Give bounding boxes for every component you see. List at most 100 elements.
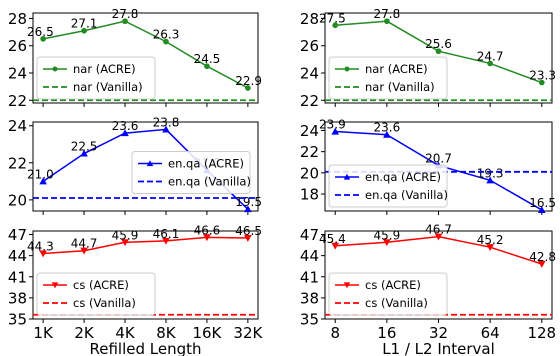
y-tick-label: 26 [300,37,319,55]
data-point [537,206,546,213]
y-tick-label: 41 [300,268,319,286]
x-tick-label: 128 [527,324,556,342]
data-label: 27.1 [71,17,98,31]
data-point [487,60,493,67]
data-point [122,18,128,25]
data-point [244,235,252,242]
y-tick-label: 38 [300,289,319,307]
x-tick-label: 8 [330,324,340,342]
data-label: 23.3 [529,69,556,83]
y-tick-label: 24 [8,65,27,83]
data-label: 45.4 [319,232,346,246]
data-label: 26.3 [153,28,180,42]
y-tick-label: 44 [8,247,27,265]
data-label: 45.9 [373,228,400,242]
y-tick-label: 22 [8,92,27,110]
legend-box [328,56,448,100]
legend-label: en.qa (Vanilla) [168,175,251,189]
data-point [538,79,545,86]
series-1: 27.5 27.8 25.6 24.7 23.3 [319,7,556,86]
axes-frame [32,121,259,212]
data-label: 45.9 [112,228,139,242]
x-tick-label: 32K [233,324,263,342]
x-tick-label: 32 [429,324,448,342]
data-label: 21.0 [27,167,54,181]
y-tick-label: 44 [300,247,319,265]
legend-label: nar (Vanilla) [73,80,143,94]
legend-label: nar (Vanilla) [365,80,435,94]
y-tick-label: 20 [8,191,27,209]
legend-label: en.qa (ACRE) [168,157,244,171]
legend-label: cs (Vanilla) [365,296,428,310]
y-tick-label: 41 [8,268,27,286]
data-point [331,242,340,250]
data-label: 19.3 [477,166,504,180]
data-point [81,27,87,34]
data-label: 23.8 [153,115,180,129]
legend-marker [51,282,59,289]
data-point [80,247,88,255]
data-label: 19.5 [235,195,262,209]
series-line [43,236,248,255]
data-label: 24.7 [477,49,504,63]
series-1: 45.4 45.9 46.7 45.2 42.8 [319,223,556,268]
series-1: 26.5 27.1 27.8 26.3 24.5 22.9 [27,7,262,91]
legend-box [131,151,251,194]
legend-label: cs (Vanilla) [73,296,136,310]
data-point [121,129,129,137]
data-label: 46.5 [235,224,262,238]
legend-marker [344,66,350,72]
data-point [383,239,391,247]
legend-marker [146,160,154,167]
legend: nar (ACRE) nar (Vanilla) [328,56,448,100]
data-point [331,127,340,135]
y-tick-label: 35 [8,311,27,329]
legend-marker [52,66,58,72]
y-tick-label: 28 [8,10,27,28]
subplot-3: 35 38 41 44 47 1K 2K 4K 8K 16K 32K Refilled Length 4… [8,223,264,356]
legend-marker [343,282,351,289]
data-label: 27.8 [112,7,139,21]
subplot-5: 18 20 22 24 23.9 23.6 20.7 19.3 16.5 en.qa (ACRE)… [300,118,556,215]
y-tick-label: 24 [300,65,319,83]
data-label: 46.7 [425,223,452,237]
x-tick-label: 4K [115,324,136,342]
legend: cs (ACRE) cs (Vanilla) [328,272,448,316]
y-tick-label: 20 [300,164,319,182]
data-point [80,149,88,157]
x-tick-label: 16K [192,324,222,342]
data-point [486,244,494,251]
legend-label: cs (ACRE) [73,278,129,292]
data-label: 24.5 [194,52,221,66]
legend-box [36,56,156,100]
data-point [121,239,129,247]
data-label: 20.7 [425,151,452,165]
y-tick-label: 28 [300,10,319,28]
data-label: 27.5 [319,11,346,25]
series-1: 44.3 44.7 45.9 46.1 46.6 46.5 [27,223,262,258]
legend: en.qa (ACRE) en.qa (Vanilla) [328,164,448,208]
x-tick-label: 16 [377,324,396,342]
data-point [203,234,211,242]
data-point [162,237,170,245]
data-point [39,250,47,258]
data-label: 23.6 [112,119,139,133]
legend-box [36,272,156,316]
data-label: 42.8 [529,250,556,264]
data-point [332,22,339,29]
y-tick-label: 35 [300,311,319,329]
data-point [40,36,46,42]
data-point [434,233,443,241]
data-label: 27.8 [373,7,400,21]
data-label: 22.9 [235,74,262,88]
data-point [383,130,391,138]
data-point [537,261,546,268]
y-tick-label: 47 [8,226,27,244]
legend: cs (ACRE) cs (Vanilla) [36,272,156,316]
x-axis-label: L1 / L2 Interval [382,340,495,356]
y-tick-label: 22 [300,143,319,161]
x-tick-label: 2K [74,324,95,342]
